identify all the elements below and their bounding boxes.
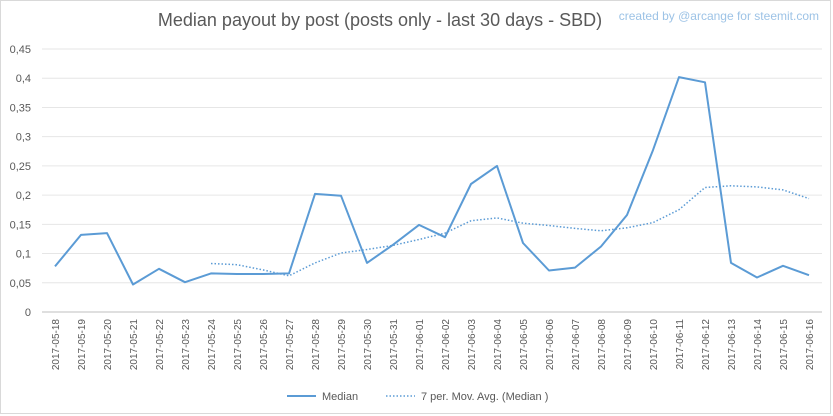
x-tick-label: 2017-05-25 [233,319,244,371]
x-tick-label: 2017-06-09 [623,319,634,371]
x-tick-label: 2017-05-27 [285,319,296,371]
legend-label-median: Median [322,391,358,403]
y-tick-label: 0,4 [16,73,31,85]
x-tick-label: 2017-06-14 [753,319,764,371]
x-tick-label: 2017-06-06 [545,319,556,371]
y-tick-label: 0,35 [10,102,31,114]
legend-label-moving-average: 7 per. Mov. Avg. (Median ) [421,391,548,403]
x-axis-ticks: 2017-05-18 2017-05-19 2017-05-20 2017-05-21… [51,319,816,371]
x-tick-label: 2017-06-03 [467,319,478,371]
x-tick-label: 2017-05-23 [181,319,192,371]
x-tick-label: 2017-05-30 [363,319,374,371]
x-tick-label: 2017-05-26 [259,319,270,371]
y-tick-label: 0 [25,307,31,319]
legend: Median 7 per. Mov. Avg. (Median ) [287,391,548,403]
y-axis-ticks: 0 0,05 0,1 0,15 0,2 0,25 0,3 0,35 0,4 0,45 [10,44,31,319]
y-tick-label: 0,1 [16,249,31,261]
x-tick-label: 2017-05-19 [77,319,88,371]
series-layer [54,76,810,286]
x-tick-label: 2017-05-20 [103,319,114,371]
x-tick-label: 2017-06-01 [415,319,426,371]
x-tick-label: 2017-06-07 [571,319,582,371]
x-tick-label: 2017-05-28 [311,319,322,371]
y-tick-label: 0,05 [10,278,31,290]
x-tick-label: 2017-05-22 [155,319,166,371]
series-line-moving-average [210,185,810,277]
x-tick-label: 2017-06-10 [649,319,660,371]
y-tick-label: 0,2 [16,190,31,202]
chart-title: Median payout by post (posts only - last… [157,10,603,30]
y-tick-label: 0,45 [10,44,31,56]
series-line-median [54,76,810,286]
x-tick-label: 2017-05-31 [389,319,400,371]
y-tick-label: 0,25 [10,161,31,173]
x-tick-label: 2017-06-04 [493,319,504,371]
x-tick-label: 2017-05-18 [51,319,62,371]
x-tick-label: 2017-06-02 [441,319,452,371]
x-tick-label: 2017-05-24 [207,319,218,371]
x-tick-label: 2017-06-12 [701,319,712,371]
y-tick-label: 0,15 [10,219,31,231]
credit-text: created by @arcange for steemit.com [618,9,819,23]
x-tick-label: 2017-05-21 [129,319,140,371]
x-tick-label: 2017-06-08 [597,319,608,371]
gridlines [42,48,822,313]
x-tick-label: 2017-06-13 [727,319,738,371]
x-tick-label: 2017-06-16 [805,319,816,371]
x-tick-label: 2017-06-05 [519,319,530,371]
y-tick-label: 0,3 [16,132,31,144]
x-tick-label: 2017-05-29 [337,319,348,371]
x-tick-label: 2017-06-11 [675,319,686,370]
x-tick-label: 2017-06-15 [779,319,790,371]
